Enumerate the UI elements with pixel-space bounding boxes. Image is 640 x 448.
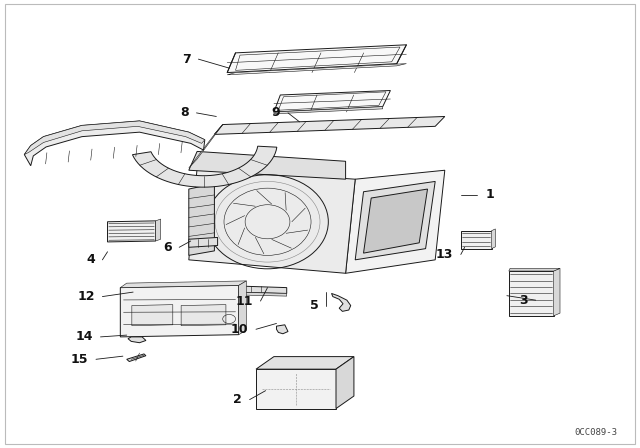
Polygon shape — [108, 221, 156, 242]
Text: 0CC089-3: 0CC089-3 — [575, 428, 618, 437]
Text: 1: 1 — [485, 188, 494, 202]
Polygon shape — [132, 146, 277, 187]
Polygon shape — [128, 337, 146, 343]
Polygon shape — [232, 286, 287, 293]
Text: 2: 2 — [233, 393, 242, 406]
Text: 15: 15 — [71, 353, 88, 366]
Polygon shape — [227, 45, 406, 73]
Text: 14: 14 — [76, 330, 93, 344]
Polygon shape — [355, 181, 435, 260]
Text: 8: 8 — [180, 106, 189, 120]
Polygon shape — [346, 170, 445, 273]
Polygon shape — [127, 354, 146, 362]
Polygon shape — [554, 268, 560, 316]
Polygon shape — [492, 229, 495, 249]
Polygon shape — [276, 325, 288, 334]
Text: 7: 7 — [182, 52, 191, 66]
Polygon shape — [189, 168, 355, 273]
Polygon shape — [189, 151, 346, 179]
Polygon shape — [336, 357, 354, 409]
Polygon shape — [256, 357, 354, 369]
Text: 13: 13 — [436, 248, 453, 261]
Polygon shape — [24, 121, 205, 155]
Polygon shape — [227, 64, 406, 75]
Text: 10: 10 — [231, 323, 248, 336]
Polygon shape — [189, 125, 223, 168]
Polygon shape — [24, 121, 205, 166]
Text: 3: 3 — [520, 293, 528, 307]
Polygon shape — [274, 90, 390, 112]
Polygon shape — [120, 281, 246, 288]
Polygon shape — [120, 285, 239, 337]
Polygon shape — [239, 281, 246, 335]
Polygon shape — [189, 237, 218, 247]
Polygon shape — [214, 116, 445, 134]
Text: 12: 12 — [77, 290, 95, 303]
Polygon shape — [256, 369, 336, 409]
Polygon shape — [509, 271, 554, 316]
Polygon shape — [189, 184, 214, 255]
Polygon shape — [509, 268, 560, 271]
Text: 4: 4 — [86, 253, 95, 267]
Text: 6: 6 — [163, 241, 172, 254]
Polygon shape — [332, 293, 351, 311]
Text: 5: 5 — [310, 299, 319, 312]
Polygon shape — [461, 231, 492, 249]
Polygon shape — [232, 292, 287, 296]
Polygon shape — [181, 305, 226, 326]
Polygon shape — [274, 107, 383, 114]
Text: 11: 11 — [236, 294, 253, 308]
Text: 9: 9 — [272, 106, 280, 120]
Polygon shape — [156, 219, 161, 241]
Polygon shape — [364, 189, 428, 253]
Polygon shape — [132, 305, 173, 326]
